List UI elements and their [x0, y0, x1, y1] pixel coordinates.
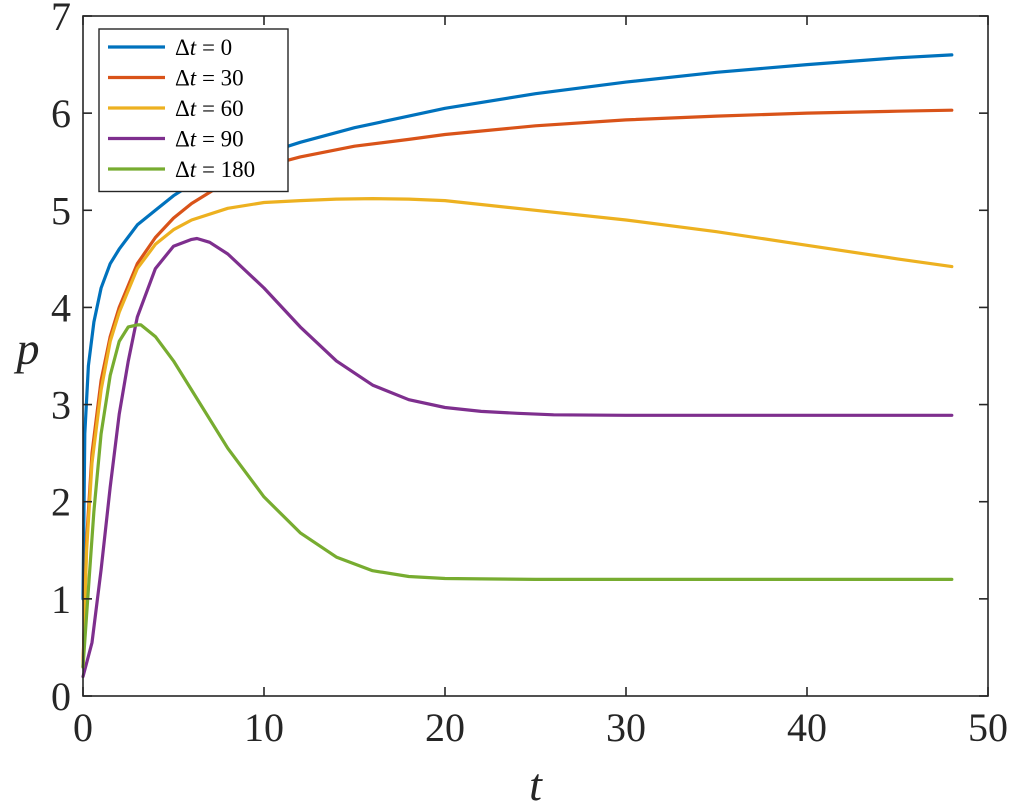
legend-delta: Δ — [175, 66, 190, 91]
y-tick-label: 2 — [51, 480, 71, 525]
legend-label-0: Δt = 0 — [175, 35, 232, 60]
y-tick-label: 5 — [51, 188, 71, 233]
y-tick-label: 4 — [51, 285, 71, 330]
legend-box — [98, 28, 289, 193]
legend-delta: Δ — [175, 35, 190, 60]
y-tick-label: 0 — [51, 674, 71, 719]
legend-label-2: Δt = 60 — [175, 96, 244, 121]
legend-var: t — [190, 35, 202, 60]
x-axis-title: t — [529, 759, 543, 808]
x-tick-label: 10 — [244, 705, 284, 750]
x-tick-label: 30 — [606, 705, 646, 750]
legend-var: t — [190, 127, 202, 152]
axes-box — [82, 15, 989, 697]
legend-delta: Δ — [175, 96, 190, 121]
legend-delta: Δ — [175, 157, 190, 182]
legend-label-1: Δt = 30 — [175, 66, 244, 91]
y-tick-label: 7 — [51, 0, 71, 39]
x-tick-label: 20 — [425, 705, 465, 750]
legend-var: t — [190, 66, 202, 91]
series-line-4 — [81, 323, 954, 669]
x-tick-label: 0 — [73, 705, 93, 750]
legend-label-3: Δt = 90 — [175, 127, 244, 152]
legend-label-4: Δt = 180 — [175, 157, 255, 182]
x-tick-label: 50 — [968, 705, 1008, 750]
legend-delta: Δ — [175, 127, 190, 152]
legend-var: t — [190, 96, 202, 121]
series-line-3 — [81, 236, 954, 679]
y-tick-label: 1 — [51, 577, 71, 622]
y-axis-title: p — [14, 323, 40, 374]
legend-value: = 60 — [202, 96, 244, 121]
legend-value: = 90 — [202, 127, 244, 152]
legend-value: = 30 — [202, 66, 244, 91]
legend-value: = 0 — [202, 35, 232, 60]
legend-var: t — [190, 157, 202, 182]
axes: 0 10 20 30 40 50 0 1 2 3 4 5 6 7 t p — [14, 0, 1009, 808]
legend-value: = 180 — [202, 157, 255, 182]
x-tick-label: 40 — [787, 705, 827, 750]
y-tick-label: 3 — [51, 383, 71, 428]
series-line-2 — [81, 197, 954, 669]
y-tick-label: 6 — [51, 91, 71, 136]
